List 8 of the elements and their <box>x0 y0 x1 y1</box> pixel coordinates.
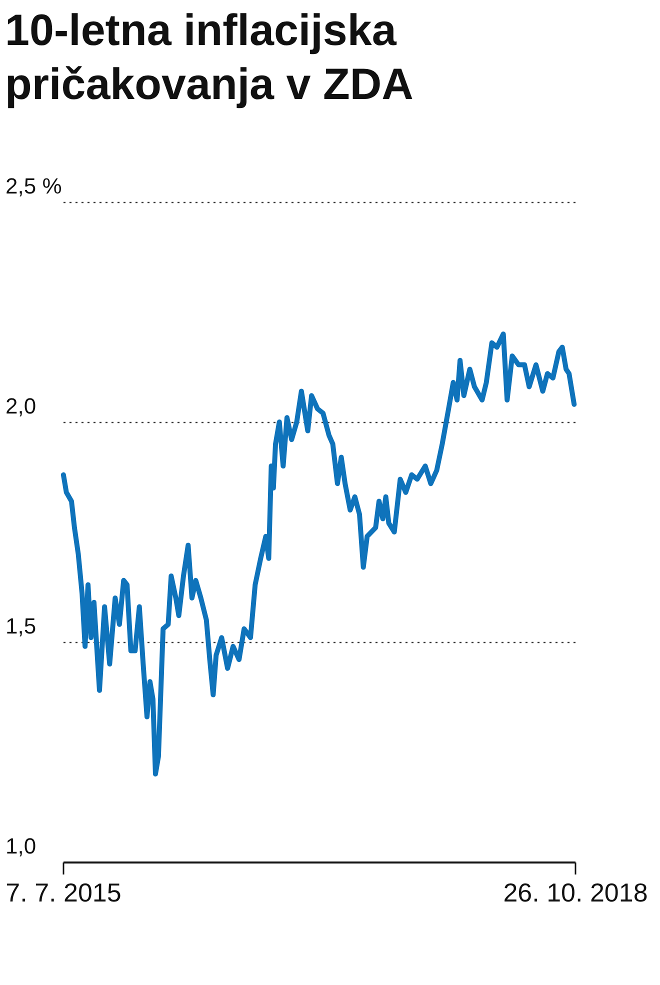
y-tick-label: 2,0 <box>6 394 36 418</box>
x-tick-label: 7. 7. 2015 <box>6 878 122 908</box>
y-tick-label: 1,0 <box>6 834 36 858</box>
x-tick-label: 26. 10. 2018 <box>503 878 648 908</box>
y-tick-label: 1,5 <box>6 614 36 638</box>
text: 10-letna inflacijska <box>5 6 396 55</box>
text: pričakovanja v ZDA <box>5 60 414 109</box>
y-tick-label: 2,5 % <box>6 174 62 198</box>
